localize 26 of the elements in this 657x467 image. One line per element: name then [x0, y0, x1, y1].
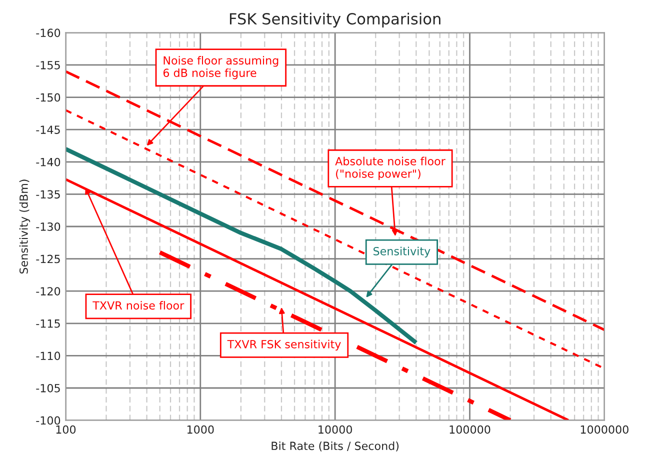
y-tick-label: -135 [36, 190, 60, 199]
x-tick-label: 100000 [450, 425, 490, 434]
x-axis-title: Bit Rate (Bits / Second) [272, 441, 399, 452]
y-tick-label: -130 [36, 222, 60, 231]
annotation: TXVR noise floor [92, 301, 184, 310]
y-tick-label: -140 [36, 158, 60, 166]
y-tick-label: -105 [36, 384, 60, 392]
annotation: TXVR FSK sensitivity [227, 340, 341, 351]
annotation: Sensitivity [374, 246, 430, 258]
y-tick-label: -100 [36, 416, 60, 425]
y-tick-label: -145 [36, 126, 60, 134]
y-tick-label: -120 [36, 287, 60, 296]
y-tick-label: -160 [36, 28, 60, 38]
x-tick-label: 1000000 [580, 425, 628, 434]
y-tick-label: -125 [36, 254, 60, 264]
y-tick-label: -110 [36, 352, 60, 360]
y-tick-label: -150 [36, 93, 60, 102]
annotation: Absolute noise floor ("noise power") [335, 156, 446, 180]
chart-title: FSK Sensitivity Comparision [230, 12, 440, 28]
x-tick-label: 100 [56, 425, 76, 434]
y-tick-label: -155 [36, 61, 60, 70]
y-axis-title: Sensitivity (dBm) [19, 180, 30, 274]
x-tick-label: 1000 [187, 425, 214, 434]
y-tick-label: -115 [36, 320, 60, 328]
annotation: Noise floor assuming 6 dB noise figure [163, 56, 278, 80]
x-tick-label: 10000 [318, 425, 352, 434]
